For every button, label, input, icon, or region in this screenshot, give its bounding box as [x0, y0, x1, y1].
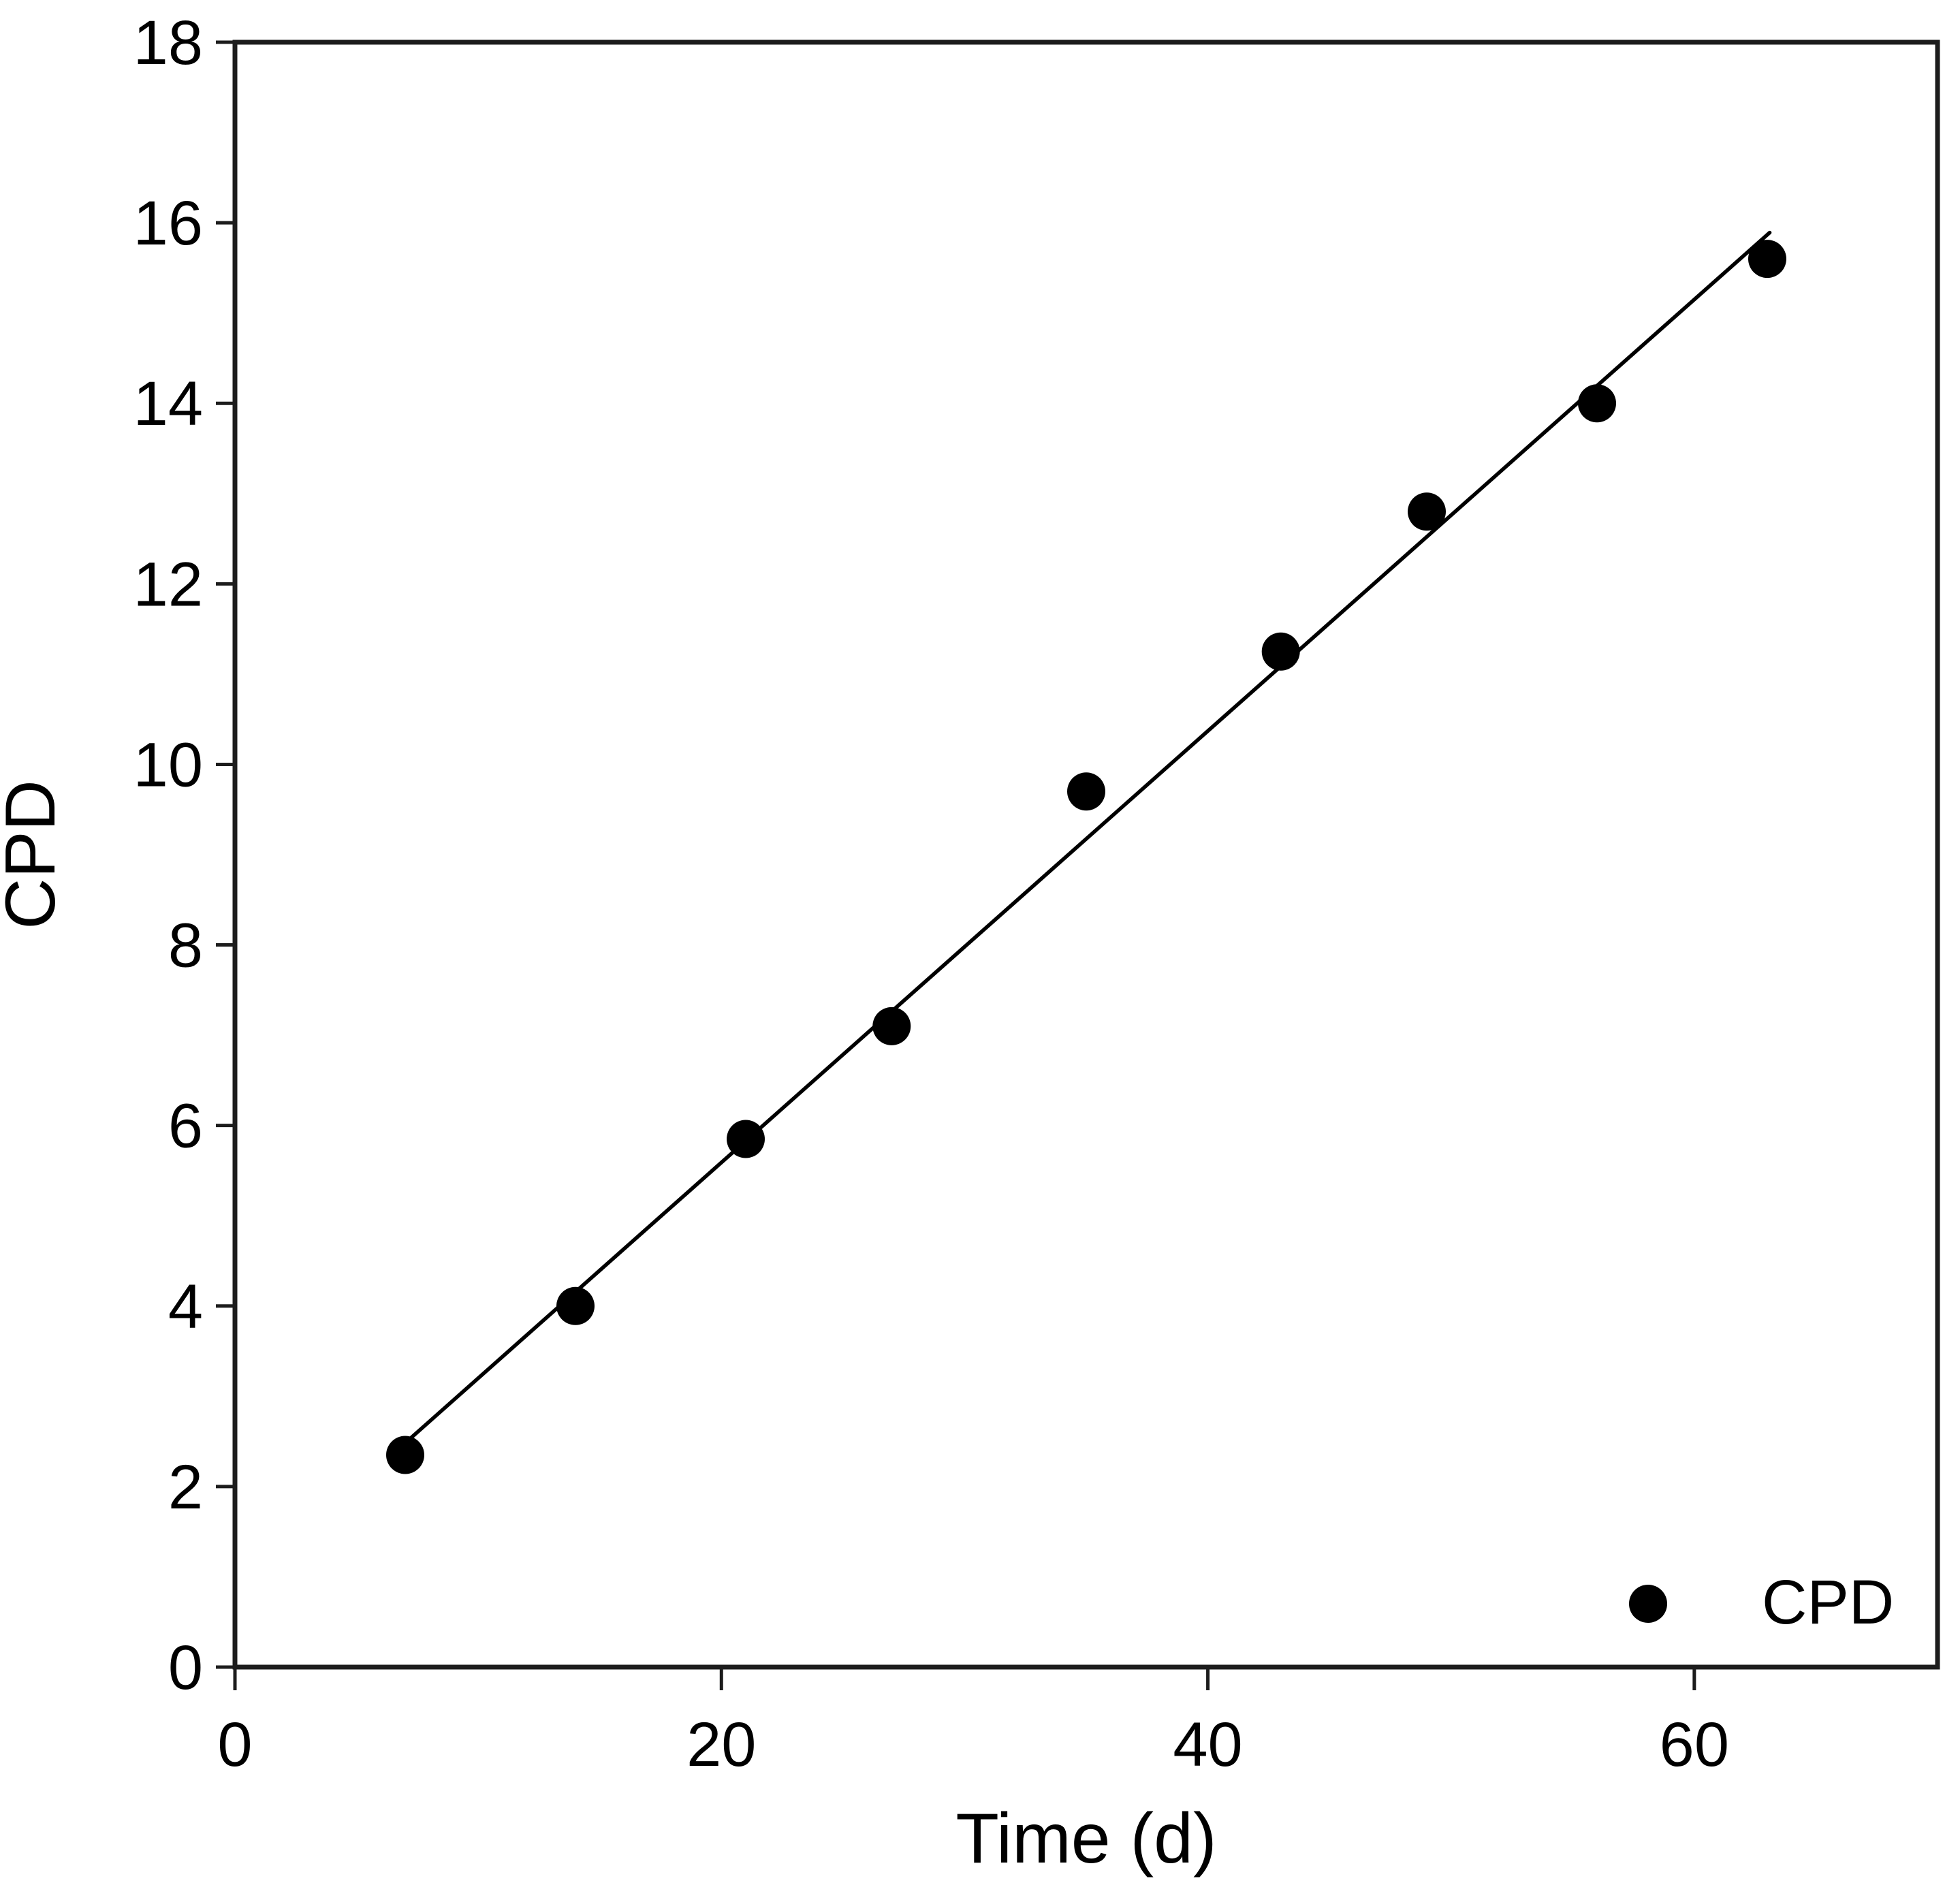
x-tick-label: 40: [1173, 1710, 1242, 1779]
data-point: [1748, 240, 1786, 279]
y-axis-title: CPD: [0, 780, 70, 930]
legend-label: CPD: [1762, 1568, 1894, 1637]
y-tick-label: 14: [133, 369, 203, 439]
data-point: [1408, 492, 1446, 531]
x-tick-label: 20: [686, 1710, 756, 1779]
y-tick-label: 6: [168, 1092, 203, 1161]
x-axis-title: Time (d): [955, 1799, 1216, 1878]
axes-layer: 0 20 40 60 0 2 4 6 8 10 12 14 16 18: [133, 8, 1940, 1779]
y-tick-label: 18: [133, 8, 203, 78]
y-tick-label: 4: [168, 1272, 203, 1342]
data-point: [727, 1120, 765, 1158]
data-point: [556, 1286, 595, 1325]
legend: CPD: [1629, 1568, 1894, 1637]
legend-marker-filled-circle-icon: [1629, 1585, 1667, 1623]
y-tick-label: 10: [133, 730, 203, 799]
data-point: [872, 1007, 911, 1045]
data-point: [1261, 632, 1300, 671]
x-tick-label: 60: [1660, 1710, 1729, 1779]
plot-layer: [386, 230, 1786, 1474]
y-tick-label: 2: [168, 1453, 203, 1522]
data-point: [1578, 384, 1616, 423]
y-tick-label: 0: [168, 1633, 203, 1703]
fit-line: [400, 230, 1772, 1447]
y-tick-label: 8: [168, 911, 203, 981]
y-tick-label: 16: [133, 189, 203, 258]
data-point: [386, 1436, 424, 1474]
x-tick-label: 0: [217, 1710, 252, 1779]
data-point: [1067, 772, 1105, 811]
y-tick-label: 12: [133, 550, 203, 619]
plot-frame: [232, 39, 1940, 1670]
